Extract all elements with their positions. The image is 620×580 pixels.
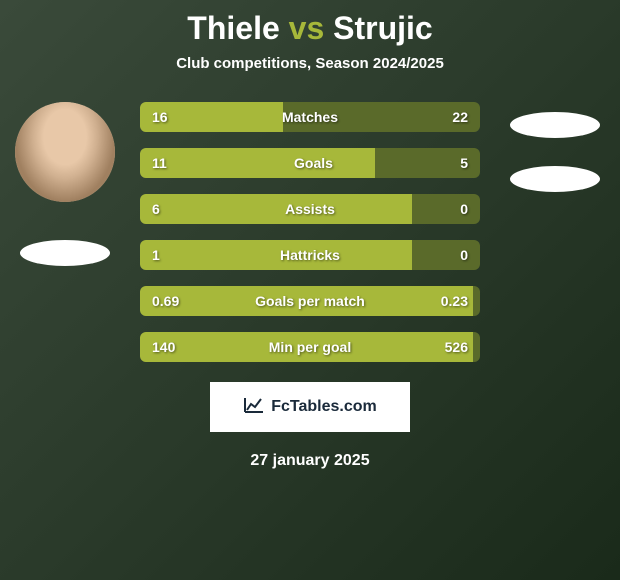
logo-box: FcTables.com [210,382,410,432]
title-player2: Strujic [333,10,433,46]
stat-overlay: 11 Goals 5 [140,148,480,178]
title-vs: vs [289,10,325,46]
player1-badge [20,240,110,266]
stat-row: 0.69 Goals per match 0.23 [140,286,480,316]
stat-value-right: 526 [445,339,468,355]
main-container: Thiele vs Strujic Club competitions, Sea… [0,0,620,580]
avatar-face-icon [15,102,115,202]
stat-value-left: 140 [152,339,175,355]
date-label: 27 january 2025 [250,452,369,470]
stat-value-right: 5 [460,155,468,171]
player2-badge-2 [510,166,600,192]
stat-overlay: 6 Assists 0 [140,194,480,224]
title-player1: Thiele [187,10,279,46]
stat-overlay: 1 Hattricks 0 [140,240,480,270]
stat-value-right: 0 [460,201,468,217]
stat-value-right: 0.23 [441,293,468,309]
stat-value-left: 0.69 [152,293,179,309]
stat-row: 140 Min per goal 526 [140,332,480,362]
player1-column [10,102,120,266]
stat-value-right: 0 [460,247,468,263]
player2-badge-1 [510,112,600,138]
stat-row: 6 Assists 0 [140,194,480,224]
stat-value-left: 6 [152,201,160,217]
stat-label: Goals per match [255,293,365,309]
page-title: Thiele vs Strujic [187,10,432,47]
stat-value-left: 1 [152,247,160,263]
stat-label: Hattricks [280,247,340,263]
comparison-area: 16 Matches 22 11 Goals 5 6 Assists 0 1 Hattricks 0 0… [0,102,620,362]
stat-row: 1 Hattricks 0 [140,240,480,270]
stat-overlay: 16 Matches 22 [140,102,480,132]
stat-value-left: 11 [152,155,167,171]
stat-label: Matches [282,109,338,125]
subtitle: Club competitions, Season 2024/2025 [176,55,444,72]
stat-row: 11 Goals 5 [140,148,480,178]
stats-column: 16 Matches 22 11 Goals 5 6 Assists 0 1 Hattricks 0 0… [140,102,480,362]
stat-label: Min per goal [269,339,351,355]
logo-text: FcTables.com [271,398,377,416]
stat-label: Assists [285,201,335,217]
chart-icon [243,396,265,419]
stat-label: Goals [294,155,333,171]
player2-column [500,102,610,192]
stat-overlay: 0.69 Goals per match 0.23 [140,286,480,316]
stat-value-left: 16 [152,109,168,125]
stat-value-right: 22 [452,109,468,125]
player1-avatar [15,102,115,202]
stat-row: 16 Matches 22 [140,102,480,132]
stat-overlay: 140 Min per goal 526 [140,332,480,362]
